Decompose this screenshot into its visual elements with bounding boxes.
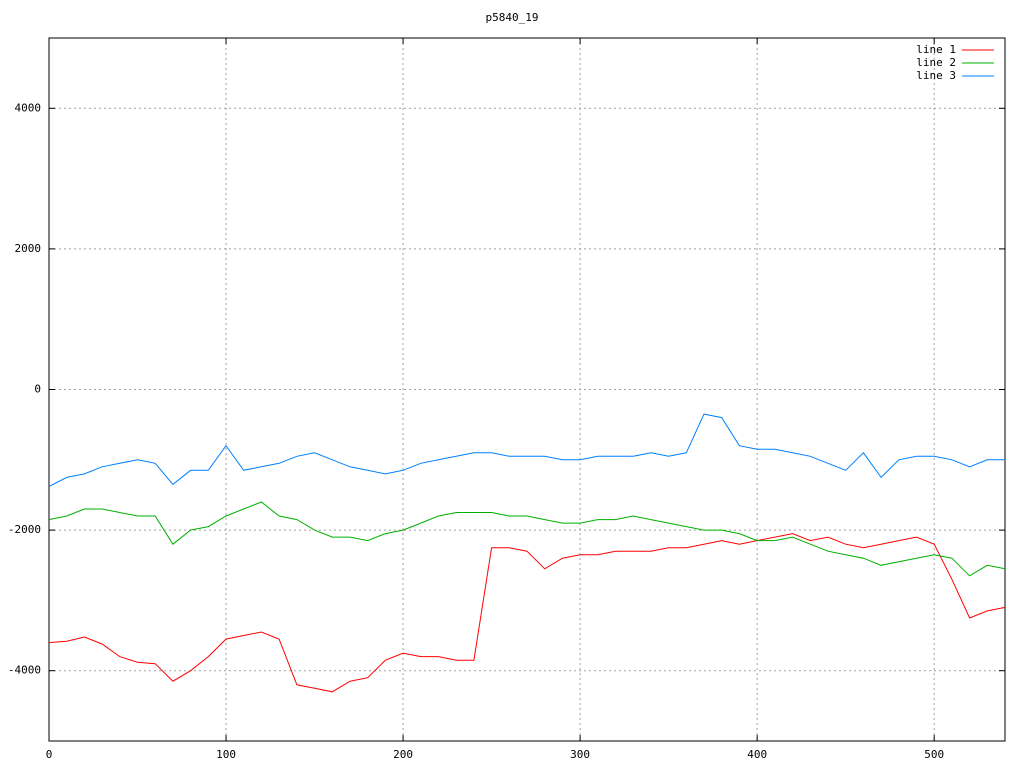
- y-tick-label: 0: [34, 383, 41, 396]
- legend-label: line 3: [916, 69, 956, 82]
- x-tick-label: 300: [570, 748, 590, 761]
- x-tick-label: 0: [46, 748, 53, 761]
- series-line: [48, 501, 1006, 577]
- y-tick-label: 4000: [15, 101, 42, 114]
- plot-border: [48, 37, 1006, 742]
- series-line: [48, 533, 1006, 693]
- x-tick-label: 200: [393, 748, 413, 761]
- x-tick-label: 400: [747, 748, 767, 761]
- series-line: [48, 413, 1005, 487]
- legend-label: line 2: [916, 56, 956, 69]
- y-tick-label: -2000: [8, 523, 41, 536]
- y-tick-label: 2000: [15, 242, 42, 255]
- legend-label: line 1: [916, 43, 956, 56]
- x-tick-label: 500: [924, 748, 944, 761]
- x-tick-label: 100: [216, 748, 236, 761]
- chart-title: p5840_19: [486, 11, 539, 24]
- y-tick-label: -4000: [8, 664, 41, 677]
